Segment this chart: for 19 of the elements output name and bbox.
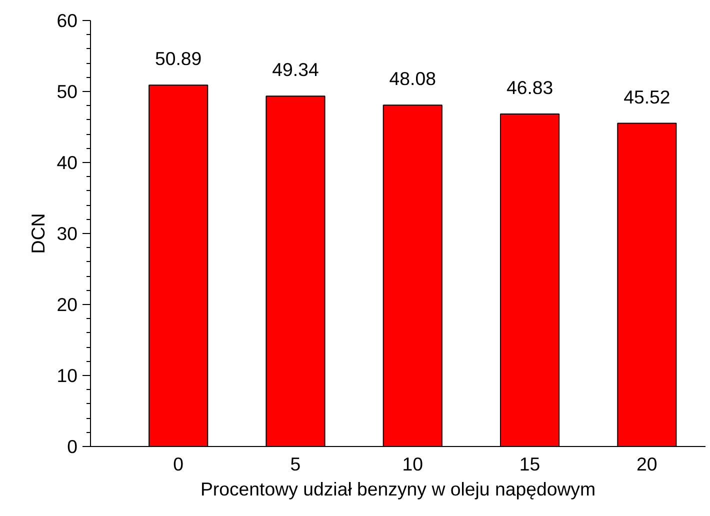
- y-tick-label: 10: [56, 365, 78, 386]
- x-tick-label: 0: [173, 454, 184, 474]
- x-tick-label: 10: [402, 454, 424, 474]
- y-tick-label: 30: [56, 223, 78, 244]
- x-tick-label: 5: [290, 454, 301, 474]
- data-label: 48.08: [389, 68, 436, 90]
- data-label: 46.83: [506, 77, 554, 98]
- x-axis-title: Procentowy udział benzyny w oleju napędowym: [200, 478, 596, 500]
- y-tick-label: 60: [56, 10, 78, 31]
- x-tick-label: 15: [519, 454, 540, 474]
- data-label: 45.52: [624, 86, 670, 108]
- data-label: 50.89: [155, 48, 202, 70]
- data-label: 49.34: [272, 59, 319, 80]
- x-tick-label: 20: [636, 454, 658, 474]
- y-tick-label: 50: [56, 81, 78, 102]
- y-axis-title: DCN: [28, 213, 49, 254]
- y-tick-label: 40: [56, 152, 78, 173]
- y-tick-label: 0: [67, 436, 78, 457]
- y-tick-label: 20: [56, 294, 78, 315]
